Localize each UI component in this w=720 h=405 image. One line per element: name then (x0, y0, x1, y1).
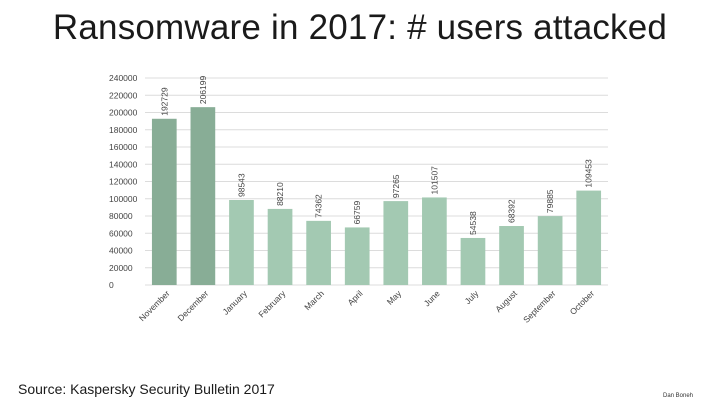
bar-may (383, 201, 409, 285)
y-tick-label: 0 (109, 280, 114, 290)
bar-april (344, 227, 370, 285)
y-tick-label: 100000 (109, 194, 138, 204)
x-tick-label: August (493, 288, 519, 314)
y-tick-label: 120000 (109, 177, 138, 187)
value-label: 101507 (429, 166, 439, 195)
bar-june (422, 197, 447, 285)
bar-november (151, 118, 177, 285)
x-tick-label: February (256, 288, 288, 320)
value-label: 97265 (391, 174, 401, 198)
y-tick-label: 200000 (109, 108, 138, 118)
bar-december (190, 107, 216, 285)
bars (151, 107, 602, 285)
bar-july (460, 237, 486, 285)
x-tick-label: May (385, 288, 404, 307)
value-label: 192729 (159, 87, 169, 116)
value-label: 79885 (545, 189, 555, 213)
value-label: 74362 (314, 194, 324, 218)
y-tick-label: 60000 (109, 228, 133, 238)
y-tick-label: 80000 (109, 211, 133, 221)
y-tick-label: 160000 (109, 142, 138, 152)
value-label: 98543 (236, 173, 246, 197)
value-label: 206199 (198, 76, 208, 105)
y-tick-label: 180000 (109, 125, 138, 135)
y-tick-label: 40000 (109, 246, 133, 256)
value-label: 54538 (468, 211, 478, 235)
x-tick-label: September (521, 288, 558, 325)
value-labels: 192729 206199 98543 88210 74362 66759 97265 101… (159, 76, 593, 235)
value-label: 88210 (275, 182, 285, 206)
bar-september (537, 216, 563, 285)
bar-october (576, 190, 602, 285)
y-axis-ticks: 0 20000 40000 60000 80000 100000 120000 140000 1… (109, 73, 138, 290)
x-tick-label: January (220, 288, 249, 317)
x-tick-label: March (302, 288, 326, 312)
y-tick-label: 220000 (109, 90, 138, 100)
bar-january (229, 200, 254, 285)
bar-august (499, 226, 524, 285)
x-tick-label: April (346, 288, 365, 307)
slide-title: Ransomware in 2017: # users attacked (52, 8, 668, 47)
x-axis-ticks: November December January February March Apri… (137, 288, 596, 325)
x-tick-label: November (137, 288, 172, 323)
value-label: 109453 (584, 159, 594, 188)
gridlines (145, 77, 608, 286)
x-tick-label: October (568, 288, 597, 317)
x-tick-label: December (175, 288, 210, 323)
y-tick-label: 140000 (109, 159, 138, 169)
author-credit: Dan Boneh (663, 393, 694, 399)
x-tick-label: July (463, 288, 481, 306)
y-tick-label: 240000 (109, 73, 138, 83)
y-tick-label: 20000 (109, 263, 133, 273)
x-tick-label: June (422, 288, 442, 308)
bar-february (267, 208, 293, 285)
value-label: 68392 (507, 199, 517, 223)
bar-march (306, 220, 331, 285)
source-caption: Source: Kaspersky Security Bulletin 2017 (18, 381, 275, 397)
value-label: 66759 (352, 201, 362, 225)
